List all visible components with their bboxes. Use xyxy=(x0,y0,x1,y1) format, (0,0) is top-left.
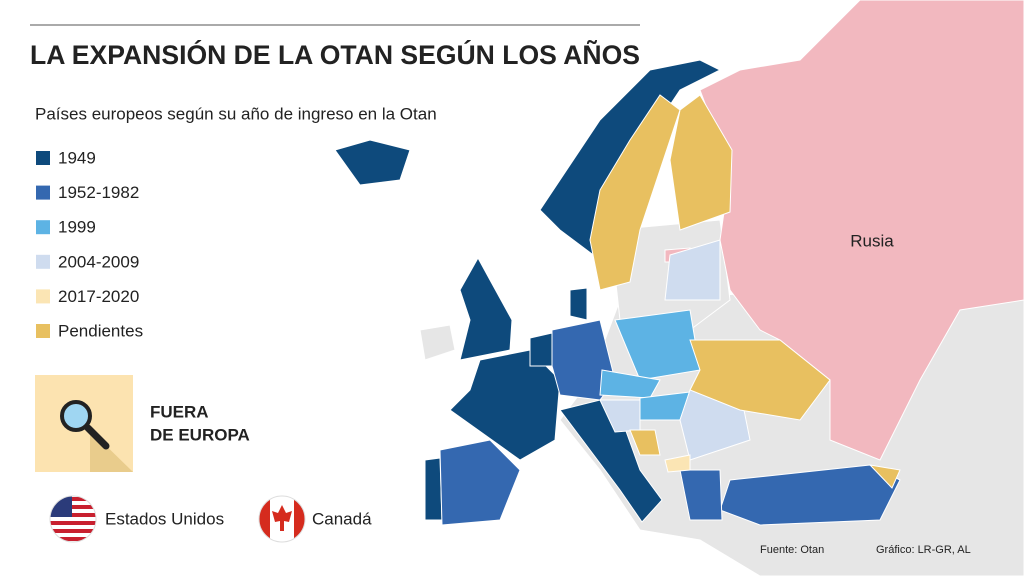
countries xyxy=(334,59,901,526)
callout-text: DE EUROPA xyxy=(150,425,250,444)
map-label: Rusia xyxy=(850,231,894,250)
title: LA EXPANSIÓN DE LA OTAN SEGÚN LOS AÑOS xyxy=(30,39,640,70)
spain xyxy=(439,439,521,526)
benelux xyxy=(529,332,553,367)
portugal xyxy=(424,457,443,521)
sweden xyxy=(589,94,681,291)
legend-label: 2017-2020 xyxy=(58,287,139,306)
legend-label: 1999 xyxy=(58,218,96,237)
georgia xyxy=(868,464,901,489)
country-label: Estados Unidos xyxy=(105,509,224,528)
country-label: Canadá xyxy=(312,509,372,528)
callout-text: FUERA xyxy=(150,402,209,421)
legend-swatch xyxy=(36,324,50,338)
united-kingdom xyxy=(459,256,513,361)
denmark xyxy=(569,287,588,321)
legend-swatch xyxy=(36,289,50,304)
legend-swatch xyxy=(36,220,50,235)
legend-swatch xyxy=(36,254,50,269)
legend: 1949 1952-1982 1999 2004-2009 2017-2020 Pendi… xyxy=(36,148,143,340)
legend-label: 2004-2009 xyxy=(58,252,139,271)
legend-swatch xyxy=(36,185,50,200)
land xyxy=(419,324,456,361)
baltics xyxy=(664,239,721,301)
us-flag[interactable] xyxy=(49,495,97,543)
bosnia xyxy=(629,429,661,456)
legend-label: 1949 xyxy=(58,148,96,167)
source: Fuente: Otan xyxy=(760,544,824,556)
legend-swatch xyxy=(36,151,50,165)
legend-label: Pendientes xyxy=(58,321,143,340)
greece xyxy=(679,469,723,521)
finland xyxy=(669,94,733,231)
subtitle: Países europeos según su año de ingreso … xyxy=(35,104,437,123)
magnifier xyxy=(60,400,92,432)
credit: Gráfico: LR-GR, AL xyxy=(876,544,971,556)
legend-label: 1952-1982 xyxy=(58,183,139,202)
magnifier-handle xyxy=(84,424,110,450)
canada-flag[interactable] xyxy=(258,495,306,543)
ukraine xyxy=(689,339,831,421)
iceland xyxy=(334,139,411,186)
north-macedonia xyxy=(664,454,691,473)
